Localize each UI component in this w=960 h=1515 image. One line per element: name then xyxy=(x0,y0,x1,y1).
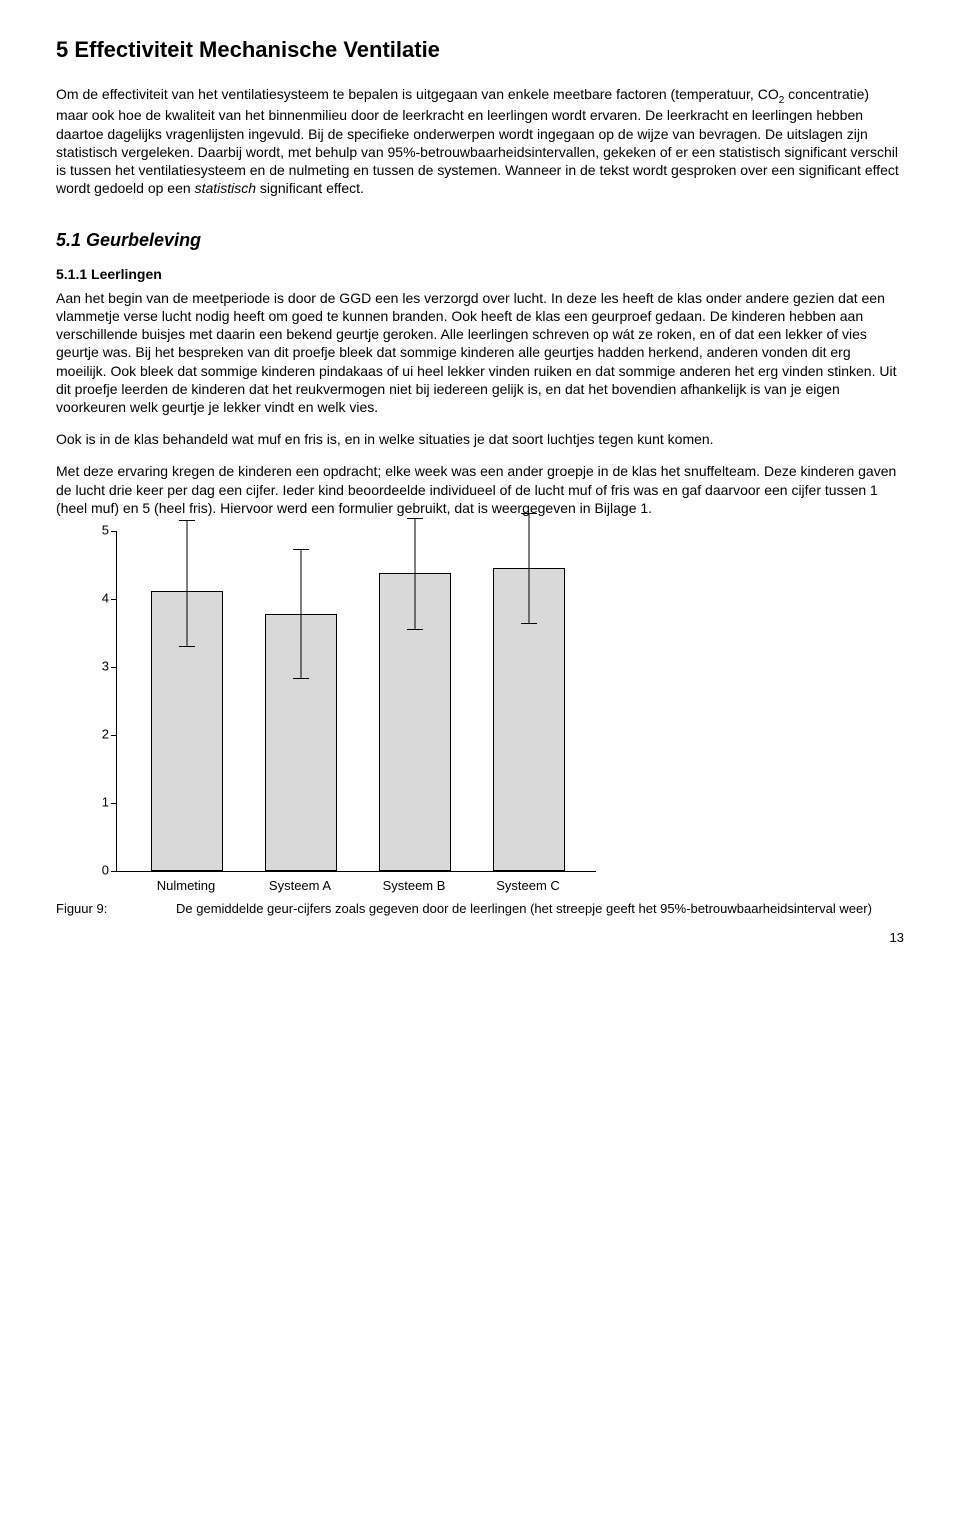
chart-ylabel: 2 xyxy=(95,727,109,744)
chart-ylabel: 4 xyxy=(95,591,109,608)
chart-errorbar-cap xyxy=(293,678,309,679)
chart-errorbar-cap xyxy=(179,646,195,647)
chart-errorbar-cap xyxy=(179,520,195,521)
bar-chart: 012345 NulmetingSysteem ASysteem BSystee… xyxy=(116,531,596,895)
body-paragraph: Aan het begin van de meetperiode is door… xyxy=(56,289,904,416)
chart-xlabel: Systeem A xyxy=(243,878,357,895)
chart-errorbar xyxy=(415,519,416,630)
chart-ylabel: 3 xyxy=(95,659,109,676)
chart-errorbar-cap xyxy=(521,623,537,624)
section-heading: 5 Effectiviteit Mechanische Ventilatie xyxy=(56,36,904,65)
chart-errorbar xyxy=(529,514,530,624)
body-paragraph: Met deze ervaring kregen de kinderen een… xyxy=(56,462,904,517)
chart-ylabel: 1 xyxy=(95,795,109,812)
subsection-heading: 5.1 Geurbeleving xyxy=(56,229,904,252)
figure-caption: De gemiddelde geur-cijfers zoals gegeven… xyxy=(176,901,904,918)
subsubsection-heading: 5.1.1 Leerlingen xyxy=(56,265,904,283)
chart-ylabel: 5 xyxy=(95,523,109,540)
chart-errorbar-cap xyxy=(407,518,423,519)
chart-ytick xyxy=(111,667,117,668)
chart-x-labels: NulmetingSysteem ASysteem BSysteem C xyxy=(116,878,596,895)
page-number: 13 xyxy=(56,930,904,947)
figure-caption-row: Figuur 9: De gemiddelde geur-cijfers zoa… xyxy=(56,901,904,918)
figure-label: Figuur 9: xyxy=(56,901,176,918)
chart-ytick xyxy=(111,803,117,804)
chart-errorbar xyxy=(187,521,188,647)
chart-errorbar-cap xyxy=(407,629,423,630)
chart-errorbar xyxy=(301,550,302,679)
chart-ytick xyxy=(111,871,117,872)
chart-errorbar-cap xyxy=(293,549,309,550)
chart-ytick xyxy=(111,735,117,736)
chart-ylabel: 0 xyxy=(95,863,109,880)
chart-xlabel: Systeem C xyxy=(471,878,585,895)
chart-errorbar-cap xyxy=(521,513,537,514)
chart-ytick xyxy=(111,531,117,532)
body-paragraph: Ook is in de klas behandeld wat muf en f… xyxy=(56,430,904,448)
intro-paragraph: Om de effectiviteit van het ventilatiesy… xyxy=(56,85,904,198)
chart-xlabel: Systeem B xyxy=(357,878,471,895)
chart-ytick xyxy=(111,599,117,600)
chart-plot-area: 012345 xyxy=(116,531,596,872)
chart-xlabel: Nulmeting xyxy=(129,878,243,895)
